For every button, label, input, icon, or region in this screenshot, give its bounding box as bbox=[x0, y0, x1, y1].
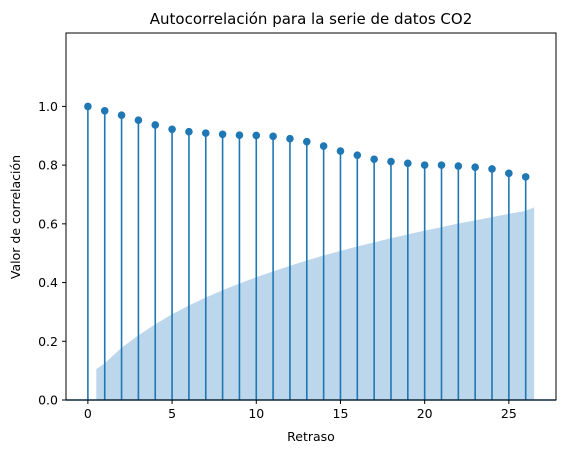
data-point bbox=[201, 129, 210, 137]
data-point bbox=[353, 151, 362, 159]
chart-title: Autocorrelación para la serie de datos C… bbox=[150, 10, 473, 28]
y-tick-label: 0.4 bbox=[38, 275, 58, 290]
x-tick-label: 25 bbox=[501, 406, 517, 421]
data-point bbox=[319, 142, 328, 150]
data-point bbox=[437, 161, 446, 169]
y-tick-label: 0.2 bbox=[38, 334, 58, 349]
confidence-band-layer bbox=[96, 207, 535, 400]
data-point bbox=[387, 157, 395, 166]
data-point bbox=[521, 173, 530, 181]
data-point bbox=[471, 163, 479, 171]
data-point bbox=[302, 137, 311, 146]
x-tick-label: 10 bbox=[248, 406, 264, 421]
y-axis-label: Valor de correlación bbox=[8, 155, 23, 279]
x-tick-label: 0 bbox=[84, 406, 92, 421]
data-point bbox=[404, 159, 412, 168]
data-point bbox=[151, 121, 160, 129]
data-point bbox=[269, 132, 277, 141]
x-axis-label: Retraso bbox=[287, 429, 335, 444]
data-point bbox=[117, 111, 126, 120]
data-point bbox=[488, 165, 496, 173]
data-point bbox=[218, 130, 227, 139]
data-point bbox=[454, 162, 463, 170]
data-point bbox=[84, 102, 92, 111]
x-tick-label: 15 bbox=[333, 406, 349, 421]
axes: 0 5 10 15 20 25 0.0 0.2 0.4 0.6 0.8 1.0 bbox=[38, 32, 557, 421]
data-point bbox=[420, 161, 429, 169]
data-point bbox=[370, 155, 378, 164]
data-point bbox=[286, 134, 294, 143]
y-tick-label: 0.0 bbox=[38, 393, 58, 408]
plot-frame bbox=[65, 32, 557, 401]
stem-layer bbox=[84, 102, 530, 400]
data-point bbox=[185, 127, 193, 136]
data-point bbox=[336, 147, 345, 155]
y-tick-label: 0.6 bbox=[38, 216, 58, 231]
y-tick-label: 1.0 bbox=[38, 99, 58, 114]
data-point bbox=[100, 107, 109, 115]
data-point bbox=[134, 116, 143, 124]
data-point bbox=[168, 125, 176, 134]
data-point bbox=[235, 131, 244, 139]
x-tick-label: 5 bbox=[168, 406, 176, 421]
confidence-band bbox=[96, 207, 535, 400]
y-tick-label: 0.8 bbox=[38, 158, 58, 173]
x-tick-label: 20 bbox=[417, 406, 433, 421]
data-point bbox=[252, 131, 261, 140]
data-point bbox=[505, 169, 513, 178]
